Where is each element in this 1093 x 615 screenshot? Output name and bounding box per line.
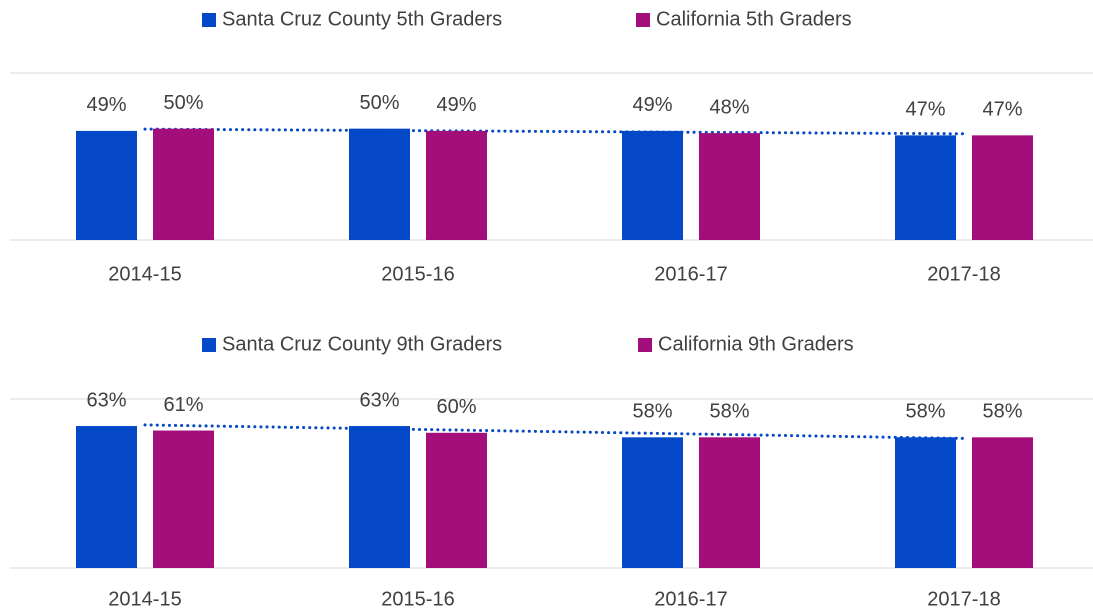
x-tick-label: 2017-18 — [927, 263, 1000, 285]
bar — [972, 437, 1033, 568]
bar — [699, 133, 760, 240]
bar — [426, 432, 487, 568]
legend-swatch — [638, 338, 652, 352]
bar — [622, 437, 683, 568]
bar — [153, 430, 214, 568]
bar — [349, 426, 410, 568]
data-label: 58% — [632, 401, 672, 423]
bar — [895, 437, 956, 568]
data-label: 63% — [359, 389, 399, 411]
trendline — [143, 127, 966, 136]
legend-label: California 5th Graders — [656, 8, 852, 30]
bar — [622, 130, 683, 240]
legend-label: California 9th Graders — [658, 333, 854, 355]
bar — [895, 135, 956, 240]
legend-label: Santa Cruz County 5th Graders — [222, 8, 502, 30]
x-tick-label: 2016-17 — [654, 263, 727, 285]
x-tick-label: 2015-16 — [381, 263, 454, 285]
data-label: 58% — [982, 401, 1022, 423]
bar — [972, 135, 1033, 240]
data-label: 48% — [709, 96, 749, 118]
x-tick-label: 2014-15 — [108, 263, 181, 285]
legend-swatch — [202, 338, 216, 352]
data-label: 61% — [163, 394, 203, 416]
x-tick-label: 2015-16 — [381, 588, 454, 610]
data-label: 63% — [86, 389, 126, 411]
legend-swatch — [202, 13, 216, 27]
bar — [76, 426, 137, 568]
data-label: 50% — [163, 92, 203, 114]
bar — [153, 128, 214, 240]
legend-swatch — [636, 13, 650, 27]
data-label: 58% — [905, 401, 945, 423]
x-tick-label: 2017-18 — [927, 588, 1000, 610]
data-label: 49% — [632, 94, 672, 116]
bar — [76, 130, 137, 240]
bar — [349, 128, 410, 240]
data-label: 60% — [436, 396, 476, 418]
data-label: 47% — [982, 99, 1022, 121]
trendline — [143, 423, 966, 440]
x-tick-label: 2016-17 — [654, 588, 727, 610]
data-label: 58% — [709, 401, 749, 423]
data-label: 49% — [86, 94, 126, 116]
bar — [699, 437, 760, 568]
x-tick-label: 2014-15 — [108, 588, 181, 610]
data-label: 50% — [359, 92, 399, 114]
legend-label: Santa Cruz County 9th Graders — [222, 333, 502, 355]
bar — [426, 130, 487, 240]
data-label: 49% — [436, 94, 476, 116]
data-label: 47% — [905, 99, 945, 121]
